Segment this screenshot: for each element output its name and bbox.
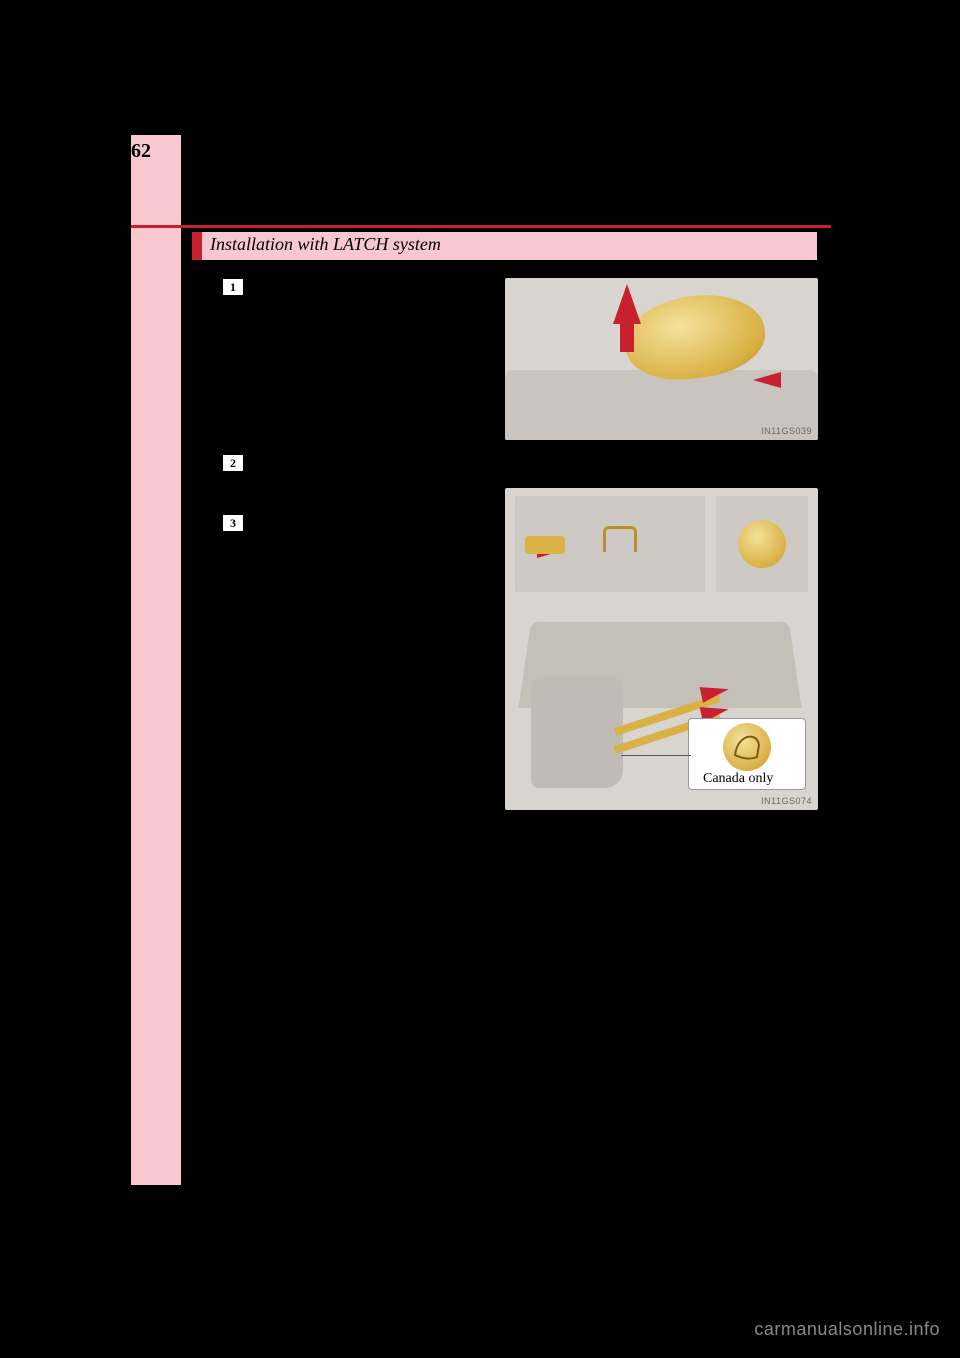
step-3: 3 Latch the hooks of the lower straps on… (222, 514, 492, 586)
child-seat-shape (531, 676, 623, 788)
chapter-header: 1-1. For safe use (200, 144, 300, 161)
step-3-l6: should be latched onto the top (254, 642, 434, 658)
arrow-up-icon (613, 284, 641, 324)
hook-shape (525, 536, 565, 554)
callout-line (621, 755, 691, 756)
figure-latch-install: Canada only IN11GS074 (505, 488, 818, 810)
inset-symbol (716, 496, 808, 592)
section-rule (131, 225, 831, 228)
step-3-l2: straps onto the LATCH (258, 541, 407, 558)
canada-symbol-icon (723, 723, 771, 771)
side-tab (131, 135, 181, 1185)
step-3-l7: tether strap anchor. (254, 665, 369, 681)
page-root: 62 1-1. For safe use Installation with L… (0, 0, 960, 1358)
section-title-accent (192, 232, 202, 260)
doc-code: GS350_U (OM30C34U) (131, 1230, 240, 1242)
step-3-note: If the child restraint has a top tether … (254, 594, 494, 684)
figure-1-ref: IN11GS039 (761, 426, 812, 436)
step-1-number: 1 (222, 278, 244, 296)
figure-headrest-removal: IN11GS039 (505, 278, 818, 440)
step-2-text: Widen the gap between the seat cushion a… (258, 454, 655, 478)
footer-site: carmanualsonline.info (754, 1319, 940, 1340)
step-1: 1 If the head restraint interferes with … (222, 278, 492, 398)
step-3-l8: For owners in Canada: (254, 693, 390, 709)
page-number: 62 (131, 140, 151, 163)
step-3-l4: If the child restraint has a top (254, 597, 430, 613)
step-3-l11: lower connector system. (254, 761, 400, 777)
section-title: Installation with LATCH system (210, 234, 441, 255)
seat-glyph-icon (723, 723, 771, 771)
arrow-release-icon (753, 372, 781, 388)
step-2-number: 2 (222, 454, 244, 472)
type-a-label: Type A (222, 484, 268, 508)
latch-anchor-icon (603, 526, 637, 552)
step-3-canada: For owners in Canada: The symbol on a ch… (254, 690, 494, 780)
latch-symbol-icon (738, 520, 786, 568)
arrow-up-stem (620, 322, 634, 352)
canada-callout: Canada only (688, 718, 806, 790)
step-1-l4: removed, remove the head (258, 353, 428, 370)
step-3-l10: system indicates the presence of a (254, 738, 458, 754)
step-3-number: 3 (222, 514, 244, 532)
step-1-l2: with the installation of the child (258, 305, 462, 322)
step-3-l5: tether strap, the top tether strap (254, 620, 441, 636)
step-3-l3: anchors. (258, 565, 312, 582)
figure-2-ref: IN11GS074 (761, 796, 812, 806)
step-1-l5: restraint. (258, 377, 314, 394)
step-2: 2 Widen the gap between the seat cushion… (222, 454, 822, 478)
canada-only-label: Canada only (703, 771, 773, 787)
step-3-l9: The symbol on a child restraint (254, 716, 441, 732)
triangle-icon (205, 490, 215, 502)
step-3-l1: Latch the hooks of the lower (258, 517, 442, 534)
step-1-l1: If the head restraint interferes (258, 281, 447, 298)
step-1-l3: restraint system and can be (258, 329, 431, 346)
inset-anchor (515, 496, 705, 592)
